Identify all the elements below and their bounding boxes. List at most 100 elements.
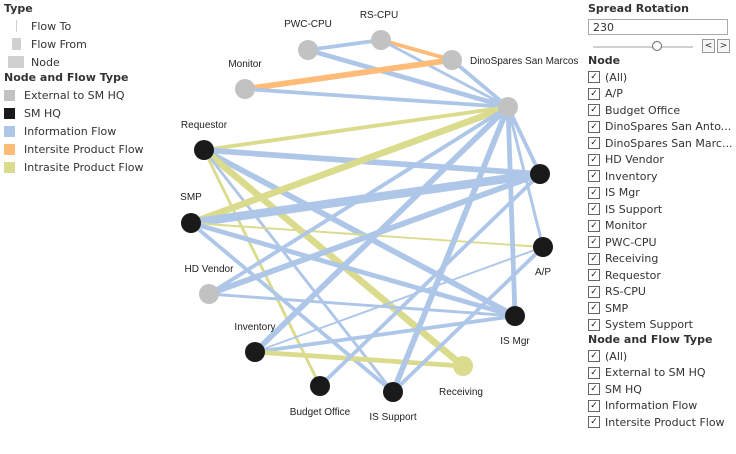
node-filter-item-inventory[interactable]: ✓ Inventory (588, 168, 736, 185)
node-flow-filter-item-all[interactable]: ✓ (All) (588, 348, 736, 365)
node-inventory[interactable] (245, 342, 265, 362)
checkbox[interactable]: ✓ (588, 285, 600, 298)
node-filter-item-receiving[interactable]: ✓ Receiving (588, 251, 736, 268)
edge-is-support-to-a-p[interactable] (391, 245, 545, 394)
edge-smp-to-is-mgr[interactable] (190, 220, 516, 319)
edge-requestor-to-system-support[interactable] (203, 105, 509, 152)
node-filter-item-system-support[interactable]: ✓ System Support (588, 317, 736, 334)
node-is-mgr[interactable] (505, 306, 525, 326)
spread-rotation-slider-row: < > (588, 38, 736, 54)
edge-requestor-to-receiving[interactable] (201, 147, 466, 369)
checkbox[interactable]: ✓ (588, 137, 600, 150)
spread-next-button[interactable]: > (717, 39, 730, 53)
node-a-p[interactable] (533, 237, 553, 257)
edge-hd-vendor-to-is-mgr[interactable] (208, 292, 516, 318)
checkbox[interactable]: ✓ (588, 399, 600, 412)
node-filter-item-pwc-cpu[interactable]: ✓ PWC-CPU (588, 234, 736, 251)
checkbox[interactable]: ✓ (588, 186, 600, 199)
spread-previous-button[interactable]: < (702, 39, 715, 53)
checkbox[interactable]: ✓ (588, 416, 600, 429)
node-filter-item-a-p[interactable]: ✓ A/P (588, 86, 736, 103)
legend-item-node: Node (4, 53, 174, 71)
node-filter-item-rs-cpu[interactable]: ✓ RS-CPU (588, 284, 736, 301)
node-filter-item-is-mgr[interactable]: ✓ IS Mgr (588, 185, 736, 202)
checkbox[interactable]: ✓ (588, 236, 600, 249)
node-budget-office[interactable] (310, 376, 330, 396)
edge-inventory-to-a-p[interactable] (254, 246, 544, 353)
spread-rotation-slider-thumb[interactable] (652, 41, 662, 51)
node-rs-cpu[interactable] (371, 30, 391, 50)
edge-requestor-to-is-mgr[interactable] (202, 147, 517, 319)
edge-requestor-to-is-support[interactable] (202, 149, 395, 393)
edge-smp-to-system-support[interactable] (189, 103, 510, 227)
spread-rotation-slider[interactable] (593, 46, 693, 48)
node-dinospares-san-antonio[interactable] (530, 164, 550, 184)
edge-rs-cpu-to-dinospares-san-marcos[interactable] (380, 38, 453, 62)
node-filter-item-all[interactable]: ✓ (All) (588, 69, 736, 86)
spread-rotation-input[interactable]: 230 (588, 19, 728, 35)
node-system-support[interactable] (498, 97, 518, 117)
checkbox[interactable]: ✓ (588, 203, 600, 216)
checkbox[interactable]: ✓ (588, 252, 600, 265)
legend-label: Information Flow (24, 124, 117, 138)
edge-pwc-cpu-to-system-support[interactable] (307, 47, 509, 110)
checkbox-label: Information Flow (605, 399, 698, 413)
node-filter-item-dinospares-san-marc[interactable]: ✓ DinoSpares San Marc... (588, 135, 736, 152)
checkbox[interactable]: ✓ (588, 350, 600, 363)
node-filter-item-requestor[interactable]: ✓ Requestor (588, 267, 736, 284)
node-monitor[interactable] (235, 79, 255, 99)
checkbox[interactable]: ✓ (588, 153, 600, 166)
edge-is-support-to-system-support[interactable] (390, 105, 511, 394)
edge-system-support-to-is-mgr[interactable] (505, 106, 518, 317)
checkbox[interactable]: ✓ (588, 104, 600, 117)
checkbox[interactable]: ✓ (588, 318, 600, 331)
node-label-is-mgr: IS Mgr (500, 336, 530, 347)
checkbox[interactable]: ✓ (588, 366, 600, 379)
edge-monitor-to-dinospares-san-marcos[interactable] (244, 57, 453, 92)
edge-system-support-to-dinospares-san-antonio[interactable] (506, 106, 542, 175)
legend-type-list: Flow To Flow From Node (4, 17, 174, 71)
node-smp[interactable] (181, 213, 201, 233)
edge-smp-to-is-support[interactable] (189, 221, 395, 394)
checkbox[interactable]: ✓ (588, 120, 600, 133)
node-dinospares-san-marcos[interactable] (442, 50, 462, 70)
node-filter-item-monitor[interactable]: ✓ Monitor (588, 218, 736, 235)
edge-monitor-to-system-support[interactable] (244, 87, 509, 109)
node-pwc-cpu[interactable] (298, 40, 318, 60)
node-filter-item-smp[interactable]: ✓ SMP (588, 300, 736, 317)
checkbox[interactable]: ✓ (588, 269, 600, 282)
checkbox[interactable]: ✓ (588, 219, 600, 232)
node-requestor[interactable] (194, 140, 214, 160)
checkbox[interactable]: ✓ (588, 302, 600, 315)
node-filter-item-hd-vendor[interactable]: ✓ HD Vendor (588, 152, 736, 169)
legend-swatch-flow-from (12, 38, 21, 50)
legend-swatch-flow-to (16, 20, 17, 32)
checkbox[interactable]: ✓ (588, 87, 600, 100)
edge-hd-vendor-to-system-support[interactable] (207, 105, 510, 296)
edge-inventory-to-is-mgr[interactable] (254, 314, 516, 354)
edge-dinospares-san-marcos-to-system-support[interactable] (450, 58, 510, 109)
edge-inventory-to-system-support[interactable] (252, 104, 511, 355)
checkbox[interactable]: ✓ (588, 71, 600, 84)
node-is-support[interactable] (383, 382, 403, 402)
node-filter-item-dinospares-san-anto[interactable]: ✓ DinoSpares San Anto... (588, 119, 736, 136)
checkbox[interactable]: ✓ (588, 170, 600, 183)
node-flow-filter-item-information-flow[interactable]: ✓ Information Flow (588, 398, 736, 415)
node-flow-filter-item-external-to-sm-hq[interactable]: ✓ External to SM HQ (588, 365, 736, 382)
legend-node-flow-list: External to SM HQ SM HQ Information Flow In… (4, 86, 174, 176)
node-hd-vendor[interactable] (199, 284, 219, 304)
legend-item-external-to-sm-hq: External to SM HQ (4, 86, 174, 104)
node-filter-item-is-support[interactable]: ✓ IS Support (588, 201, 736, 218)
edge-pwc-cpu-to-rs-cpu[interactable] (307, 38, 382, 52)
node-flow-filter-item-intersite-product-flow[interactable]: ✓ Intersite Product Flow (588, 414, 736, 431)
edge-budget-office-to-dinospares-san-antonio[interactable] (318, 172, 542, 388)
node-label-monitor: Monitor (228, 59, 262, 70)
edge-smp-to-dinospares-san-antonio[interactable] (190, 169, 541, 228)
edge-inventory-to-receiving[interactable] (254, 349, 464, 369)
edge-rs-cpu-to-system-support[interactable] (380, 38, 509, 109)
node-flow-filter-item-sm-hq[interactable]: ✓ SM HQ (588, 381, 736, 398)
node-filter-item-budget-office[interactable]: ✓ Budget Office (588, 102, 736, 119)
edge-system-support-to-a-p[interactable] (506, 106, 545, 248)
checkbox[interactable]: ✓ (588, 383, 600, 396)
node-receiving[interactable] (453, 356, 473, 376)
